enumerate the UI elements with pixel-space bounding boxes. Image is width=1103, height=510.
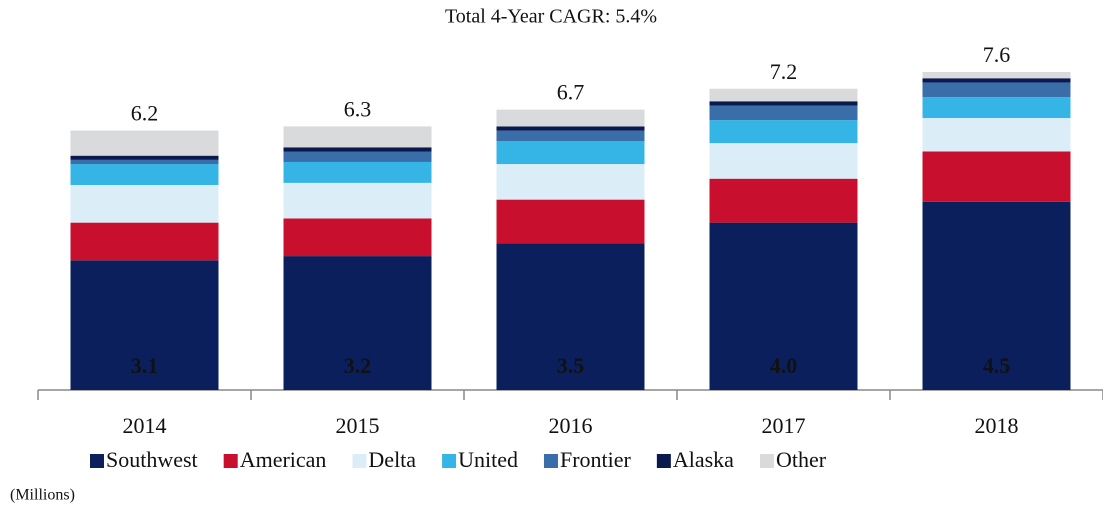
- bar-segment: [922, 118, 1071, 152]
- data-label: 3.1: [131, 353, 159, 378]
- legend-label: Frontier: [560, 447, 632, 472]
- legend-swatch: [223, 454, 238, 468]
- x-tick-label: 2015: [336, 413, 380, 438]
- bar-segment: [709, 88, 858, 102]
- legend-label: Southwest: [106, 447, 198, 472]
- bar-segment: [496, 109, 645, 127]
- legend-label: Other: [776, 447, 827, 472]
- bar-segment: [283, 256, 432, 390]
- bar-segment: [283, 161, 432, 183]
- unit-note: (Millions): [10, 487, 75, 504]
- x-tick-label: 2016: [549, 413, 593, 438]
- bar-segment: [922, 151, 1071, 202]
- legend-swatch: [656, 454, 671, 468]
- bar-segment: [283, 126, 432, 148]
- x-tick-label: 2017: [762, 413, 806, 438]
- bar-segment: [283, 182, 432, 219]
- legend-label: Delta: [368, 447, 416, 472]
- x-tick-label: 2014: [123, 413, 167, 438]
- bar-segment: [496, 243, 645, 390]
- bar-segment: [922, 78, 1071, 83]
- total-label: 6.2: [131, 101, 159, 126]
- chart-title: Total 4-Year CAGR: 5.4%: [445, 6, 657, 28]
- bar-segment: [283, 218, 432, 257]
- bar-segment: [283, 151, 432, 162]
- bar-segment: [709, 178, 858, 223]
- bar-segment: [922, 97, 1071, 119]
- bar-segment: [70, 159, 219, 165]
- legend-label: United: [458, 447, 518, 472]
- legend-label: Alaska: [673, 447, 734, 472]
- bar-segment: [283, 147, 432, 152]
- bar-segment: [709, 120, 858, 144]
- legend-label: American: [240, 447, 327, 472]
- bar-segment: [70, 155, 219, 160]
- legend-swatch: [759, 454, 774, 468]
- bar-segment: [496, 199, 645, 244]
- data-label: 3.2: [344, 353, 372, 378]
- total-label: 6.7: [557, 80, 585, 105]
- total-label: 7.6: [983, 42, 1011, 67]
- bar-segment: [709, 105, 858, 121]
- total-label: 6.3: [344, 96, 372, 121]
- bar-segment: [70, 164, 219, 185]
- total-label: 7.2: [770, 59, 798, 84]
- bar-segment: [496, 164, 645, 200]
- bar-segment: [922, 201, 1071, 390]
- bar-segment: [70, 222, 219, 261]
- legend-swatch: [442, 454, 457, 468]
- legend-swatch: [90, 454, 104, 468]
- bar-segment: [922, 82, 1071, 98]
- data-label: 4.5: [983, 353, 1011, 378]
- bar-segment: [496, 126, 645, 131]
- x-tick-label: 2018: [975, 413, 1019, 438]
- legend-swatch: [543, 454, 558, 468]
- data-label: 4.0: [770, 353, 798, 378]
- bar-segment: [496, 130, 645, 142]
- bar-segment: [922, 72, 1071, 79]
- bar-segment: [709, 222, 858, 390]
- legend-swatch: [352, 454, 367, 468]
- bar-segment: [70, 130, 219, 156]
- bar-segment: [70, 260, 219, 390]
- bar-segment: [496, 141, 645, 165]
- bar-segment: [709, 143, 858, 179]
- bar-segment: [70, 184, 219, 223]
- data-label: 3.5: [557, 353, 585, 378]
- bar-segment: [709, 101, 858, 106]
